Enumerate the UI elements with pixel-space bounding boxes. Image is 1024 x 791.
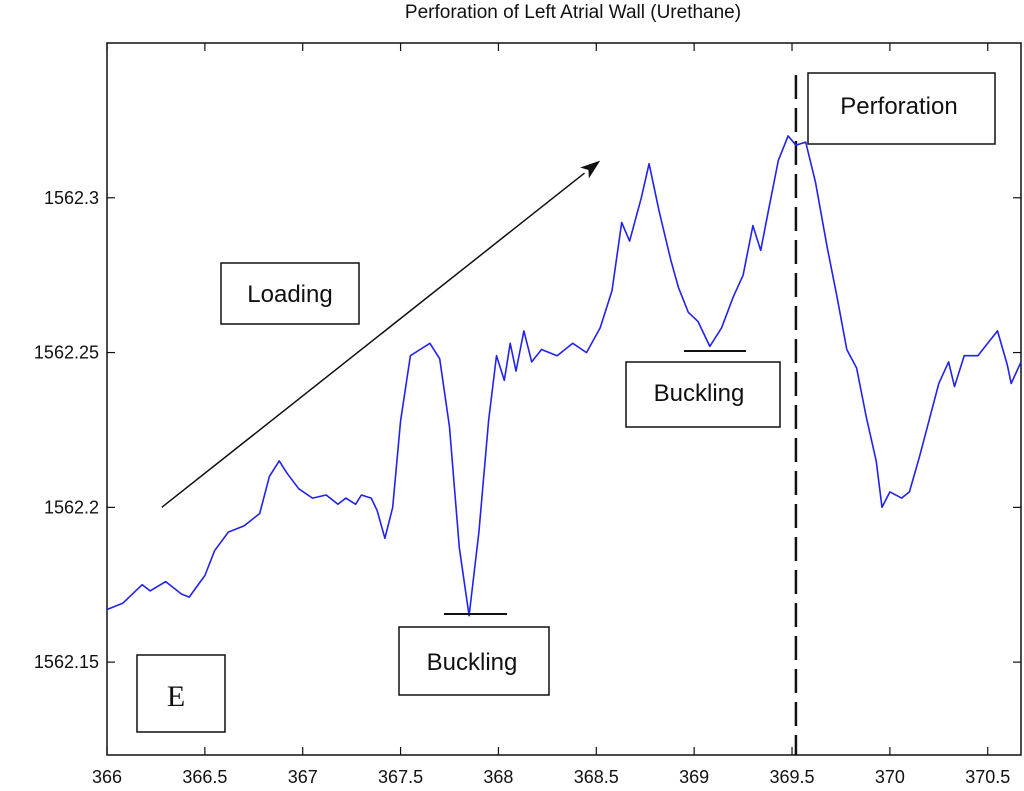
x-axis-ticks: 366 366.5 367 367.5 368 368.5 369 369.5 370 370.5	[92, 43, 1010, 787]
x-tick-label: 369	[679, 767, 709, 787]
buckling-label-2: Buckling	[654, 380, 745, 407]
y-axis-ticks: 1562.15 1562.2 1562.25 1562.3	[34, 188, 1021, 672]
x-tick-label: 367	[288, 767, 318, 787]
loading-label: Loading	[247, 281, 332, 308]
chart-title: Perforation of Left Atrial Wall (Urethan…	[405, 2, 741, 23]
perforation-label: Perforation	[840, 93, 957, 120]
buckling-label-1: Buckling	[427, 649, 518, 676]
perforation-label-box	[807, 72, 996, 145]
x-tick-label: 369.5	[769, 767, 814, 787]
plot-frame	[106, 42, 1022, 756]
x-tick-label: 366	[92, 767, 122, 787]
buckling-label-box-2	[625, 361, 781, 428]
data-series-line	[106, 135, 1022, 617]
y-tick-label: 1562.2	[44, 497, 99, 517]
loading-label-box	[220, 262, 360, 325]
y-tick-label: 1562.3	[44, 188, 99, 208]
buckling-label-box-1	[398, 626, 550, 696]
x-tick-label: 368	[483, 767, 513, 787]
x-tick-label: 368.5	[574, 767, 619, 787]
panel-label-box	[136, 654, 226, 733]
panel-label: E	[167, 680, 185, 713]
loading-arrow	[161, 172, 585, 508]
x-tick-label: 367.5	[378, 767, 423, 787]
x-tick-label: 366.5	[182, 767, 227, 787]
y-tick-label: 1562.15	[34, 652, 99, 672]
y-tick-label: 1562.25	[34, 343, 99, 363]
loading-arrow-head	[580, 160, 601, 179]
x-tick-label: 370	[875, 767, 905, 787]
x-tick-label: 370.5	[965, 767, 1010, 787]
